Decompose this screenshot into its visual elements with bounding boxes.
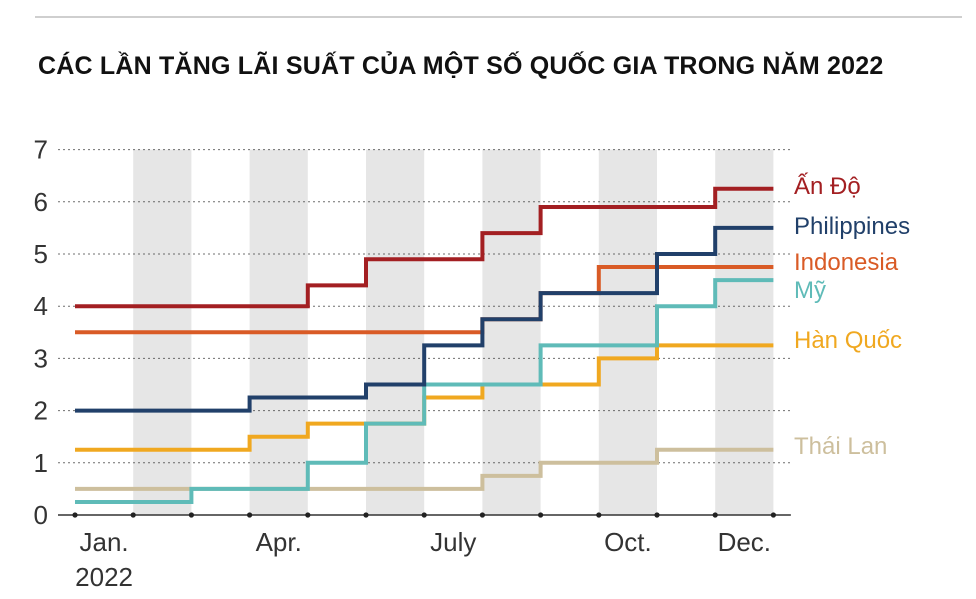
x-tick-mark [770,512,777,518]
x-tick-mark [130,512,136,518]
x-tick-mark [188,512,194,518]
x-tick-label: July [430,527,476,557]
x-axis: Jan. 2022 Apr. July Oct. Dec. [58,512,791,592]
x-tick-mark [538,512,544,518]
x-tick-mark [421,512,427,518]
chart-title: CÁC LẦN TĂNG LÃI SUẤT CỦA MỘT SỐ QUỐC GI… [38,52,884,80]
series-line [75,278,774,504]
x-tick-mark [363,512,369,518]
series-label: Ấn Độ [794,172,861,200]
y-tick-label: 3 [34,343,48,373]
series-label: Indonesia [794,249,899,276]
x-tick-mark [654,512,660,518]
x-tick-label: Dec. [718,527,771,557]
y-tick-label: 5 [34,239,48,269]
month-band [715,149,774,515]
series-label: Thái Lan [794,433,887,460]
series-line [75,343,774,452]
x-tick-label: Apr. [256,527,302,557]
month-band [598,149,657,515]
x-tick-label: Jan. [80,527,129,557]
x-tick-mark [479,512,485,518]
y-tick-label: 7 [34,135,48,165]
series-label: Philippines [794,213,910,240]
y-axis-ticks: 0 1 2 3 4 5 6 7 [34,135,48,530]
x-tick-mark [72,512,78,518]
y-tick-label: 0 [34,500,48,530]
x-tick-mark [712,512,718,518]
x-tick-mark [305,512,311,518]
y-tick-label: 1 [34,448,48,478]
series-label: Mỹ [794,277,826,304]
y-tick-label: 6 [34,187,48,217]
x-tick-label-year: 2022 [75,562,133,592]
series-line [75,225,774,413]
top-rule [35,16,962,18]
x-tick-mark [596,512,602,518]
series-lines [75,186,774,504]
x-tick-label: Oct. [604,527,652,557]
x-tick-mark [247,512,253,518]
y-tick-label: 2 [34,396,48,426]
series-line [75,447,774,491]
series-label: Hàn Quốc [794,327,902,354]
month-bands [133,149,774,515]
series-line [75,186,774,309]
y-tick-label: 4 [34,291,48,321]
month-band [482,149,541,515]
